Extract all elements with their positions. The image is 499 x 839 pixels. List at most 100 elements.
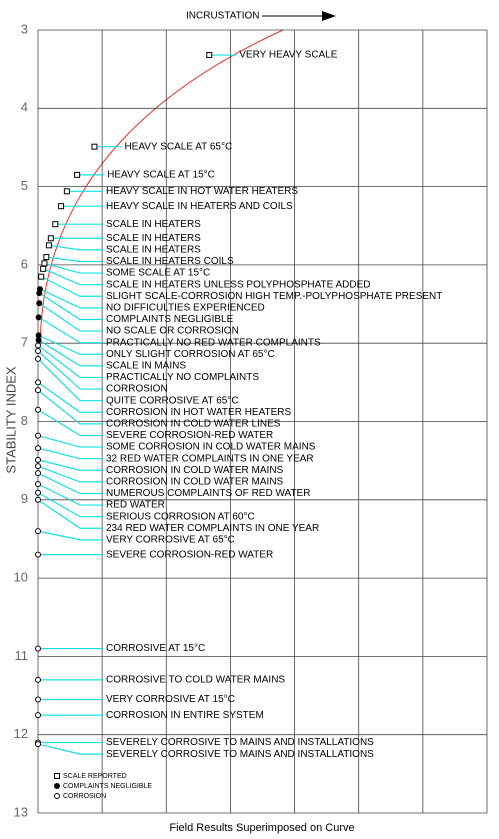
- marker: [58, 203, 65, 210]
- point-label: RED WATER: [106, 500, 165, 511]
- leader-line: [37, 389, 103, 425]
- point-label: SEVERELY CORROSIVE TO MAINS AND INSTALLA…: [106, 749, 374, 760]
- leader-line: [37, 465, 103, 483]
- point-label: SCALE IN HEATERS COILS: [106, 256, 234, 267]
- point-label: SEVERELY CORROSIVE TO MAINS AND INSTALLA…: [106, 737, 374, 748]
- y-tick-label: 8: [21, 413, 28, 428]
- point-label: SCALE IN HEATERS UNLESS POLYPHOSPHATE AD…: [106, 279, 371, 290]
- leader-line: [40, 276, 103, 297]
- marker: [35, 387, 41, 394]
- marker: [35, 406, 41, 413]
- leader-line: [42, 268, 103, 286]
- marker: [35, 489, 41, 496]
- caption: Field Results Superimposed on Curve: [169, 822, 354, 834]
- marker: [35, 496, 41, 503]
- marker: [35, 676, 41, 683]
- point-label: VERY CORROSIVE AT 15°C: [106, 694, 235, 705]
- y-tick-label: 7: [21, 335, 28, 350]
- point-label: NO DIFFICULTIES EXPERIENCED: [106, 303, 265, 314]
- marker: [206, 52, 213, 59]
- point-label: 32 RED WATER COMPLAINTS IN ONE YEAR: [106, 453, 314, 464]
- point-label: HEAVY SCALE IN HOT WATER HEATERS: [106, 186, 298, 197]
- leader-line: [38, 334, 103, 355]
- marker: [35, 712, 41, 719]
- marker: [35, 551, 41, 558]
- point-label: SCALE IN MAINS: [106, 361, 186, 372]
- leader-line: [38, 316, 103, 344]
- y-tick-label: 12: [14, 726, 28, 741]
- point-label: PRACTICALLY NO COMPLAINTS: [106, 372, 259, 383]
- leader-line: [46, 256, 103, 263]
- leader-line: [37, 530, 103, 541]
- point-label: CORROSIVE TO COLD WATER MAINS: [106, 675, 285, 686]
- y-tick-label: 5: [21, 178, 28, 193]
- point-label: CORROSION IN ENTIRE SYSTEM: [106, 710, 264, 721]
- point-label: PRACTICALLY NO RED WATER COMPLAINTS: [106, 337, 321, 348]
- marker: [35, 355, 41, 362]
- y-tick-label: 13: [14, 804, 28, 819]
- leader-line: [37, 492, 103, 518]
- point-label: 234 RED WATER COMPLAINTS IN ONE YEAR: [106, 523, 319, 534]
- leader-line: [37, 472, 103, 495]
- marker: [45, 242, 52, 249]
- leader-line: [37, 350, 103, 390]
- point-label: SLIGHT SCALE-CORROSION HIGH TEMP.-POLYPH…: [106, 291, 442, 302]
- leader-line: [37, 435, 103, 448]
- marker: [35, 696, 41, 703]
- leader-line: [38, 339, 103, 367]
- top-annotation: INCRUSTATION: [186, 11, 260, 22]
- y-axis-title: STABILITY INDEX: [3, 366, 18, 473]
- marker: [35, 470, 41, 477]
- marker: [36, 290, 43, 297]
- leader-line: [37, 459, 103, 471]
- point-label: HEAVY SCALE AT 15°C: [107, 169, 215, 180]
- point-label: VERY HEAVY SCALE: [239, 50, 338, 61]
- marker: [91, 143, 98, 150]
- marker: [35, 456, 41, 463]
- marker: [40, 265, 47, 272]
- legend-label: SCALE REPORTED: [63, 773, 127, 780]
- marker: [52, 221, 59, 228]
- y-tick-label: 3: [21, 21, 28, 36]
- point-label: NO SCALE OR CORROSION: [106, 326, 239, 337]
- y-tick-label: 11: [15, 648, 29, 663]
- y-tick-label: 4: [21, 100, 28, 115]
- point-label: SOME CORROSION IN COLD WATER MAINS: [106, 442, 316, 453]
- marker: [35, 337, 42, 344]
- y-tick-label: 6: [21, 256, 28, 271]
- marker: [35, 528, 41, 535]
- point-label: CORROSION: [106, 384, 168, 395]
- leader-line: [44, 262, 103, 274]
- marker: [63, 188, 70, 195]
- marker: [35, 314, 42, 321]
- y-tick-label: 9: [21, 491, 28, 506]
- point-label: QUITE CORROSIVE AT 65°C: [106, 395, 239, 406]
- leader-line: [37, 743, 103, 755]
- legend-label: CORROSION: [63, 793, 106, 800]
- point-label: COMPLAINTS NEGLIGIBLE: [106, 314, 234, 325]
- point-label: SEVERE CORROSION-RED WATER: [106, 430, 273, 441]
- marker: [35, 741, 41, 748]
- marker: [35, 645, 41, 652]
- marker: [43, 254, 50, 261]
- leader-line: [37, 447, 103, 460]
- point-label: ONLY SLIGHT CORROSION AT 65°C: [106, 349, 275, 360]
- marker: [35, 432, 41, 439]
- point-label: SCALE IN HEATERS: [106, 219, 201, 230]
- marker: [35, 342, 41, 349]
- point-label: CORROSION IN COLD WATER MAINS: [106, 465, 284, 476]
- point-label: SOME SCALE AT 15°C: [106, 268, 210, 279]
- leader-line: [37, 409, 103, 437]
- leader-line: [38, 302, 103, 332]
- marker: [35, 481, 41, 488]
- marker: [36, 300, 43, 307]
- marker: [35, 445, 41, 452]
- legend-label: COMPLAINTS NEGLIGIBLE: [63, 783, 152, 790]
- y-tick-label: 10: [14, 570, 28, 585]
- point-label: SEVERE CORROSION-RED WATER: [106, 549, 273, 560]
- leader-line: [37, 358, 103, 402]
- point-label: CORROSION IN COLD WATER LINES: [106, 419, 281, 430]
- point-label: CORROSION IN COLD WATER MAINS: [106, 477, 284, 488]
- point-label: HEAVY SCALE IN HEATERS AND COILS: [106, 201, 293, 212]
